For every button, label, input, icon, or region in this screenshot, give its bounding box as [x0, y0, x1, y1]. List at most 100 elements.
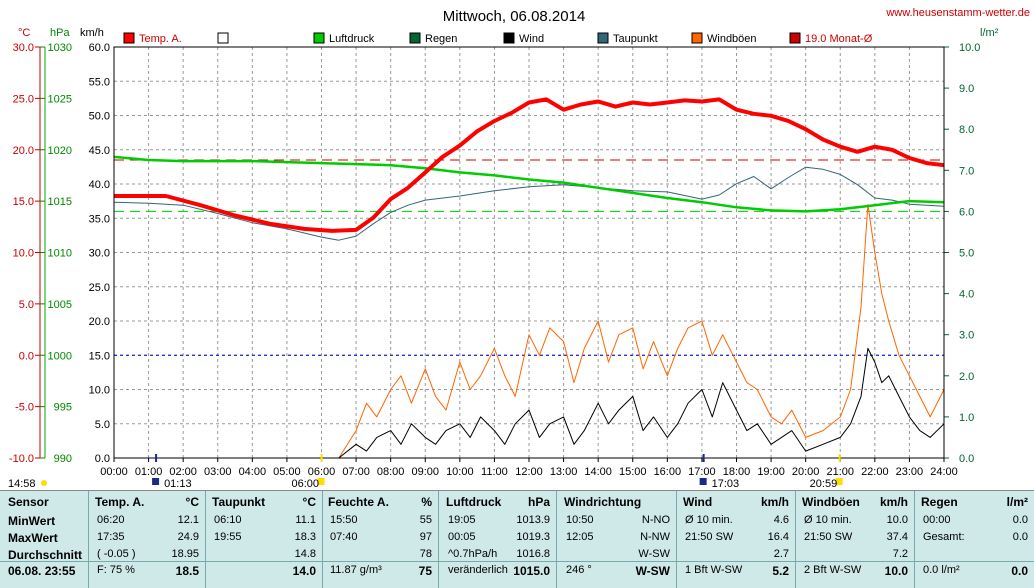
stats-cell-value: 18.3: [294, 531, 316, 543]
tick-label-temp: 0.0: [19, 350, 34, 362]
stats-cell-label: Ø 10 min.: [804, 514, 852, 526]
stats-header-gust: Windböen: [802, 495, 860, 509]
tick-label-time: 23:00: [896, 466, 924, 478]
sun-icon: [41, 480, 47, 486]
tick-label-speed: 25.0: [89, 282, 110, 294]
tick-label-speed: 45.0: [89, 145, 110, 157]
stats-cell-label: 15:50: [330, 514, 358, 526]
stats-cell-value: 1019.3: [516, 531, 550, 543]
stats-cell-label: 11.87 g/m³: [330, 564, 382, 576]
marker-prev-sunset-label: 14:58: [8, 478, 36, 490]
stats-cell-value: 1015.0: [513, 564, 550, 578]
tick-label-speed: 30.0: [89, 248, 110, 260]
stats-cell-value: 37.4: [886, 531, 908, 543]
stats-col-wind: Wind km/h Ø 10 min. 4.6 21:50 SW 16.4 2.7 1 Bft…: [677, 491, 796, 588]
stats-label-avg: Durchschnitt: [8, 548, 83, 562]
stats-cell-label: 0.0 l/m²: [923, 564, 960, 576]
legend-swatch: [691, 32, 703, 44]
tick-label-temp: 20.0: [13, 145, 34, 157]
tick-label-pressure: 1015: [48, 196, 72, 208]
legend-swatch: [409, 32, 421, 44]
tick-label-time: 03:00: [204, 466, 232, 478]
tick-label-temp: 30.0: [13, 42, 34, 54]
sunrise-icon: [317, 478, 325, 485]
tick-label-pressure: 1005: [48, 299, 72, 311]
tick-label-time: 09:00: [411, 466, 439, 478]
tick-label-temp: -10.0: [9, 453, 34, 465]
stats-cell-label: 2 Bft W-SW: [804, 564, 862, 576]
series-line-luftdruck: [113, 155, 945, 213]
stats-cell-value: N-NO: [641, 514, 670, 526]
legend: Temp. A. Luftdruck Regen Wind Taupunkt Windbö…: [123, 32, 873, 45]
tick-label-time: 12:00: [515, 466, 543, 478]
tick-label-speed: 20.0: [89, 316, 110, 328]
stats-cell-label: ( -0.05 ): [97, 548, 136, 560]
tick-label-time: 01:00: [135, 466, 163, 478]
stats-cell-value: 2.7: [773, 548, 789, 560]
tick-label-temp: 10.0: [13, 248, 34, 260]
tick-label-speed: 15.0: [89, 350, 110, 362]
tick-label-speed: 5.0: [95, 419, 110, 431]
tick-label-time: 17:00: [688, 466, 716, 478]
tick-label-time: 21:00: [826, 466, 854, 478]
stats-col-gust: Windböen km/h Ø 10 min. 10.0 21:50 SW 37.4 7.2…: [796, 491, 915, 588]
stats-label-min: MinWert: [8, 514, 56, 528]
legend-label: Luftdruck: [329, 33, 375, 45]
stats-cell-value: 12.1: [177, 514, 199, 526]
legend-swatch: [789, 32, 801, 44]
stats-cell-label: 12:05: [566, 531, 594, 543]
tick-label-speed: 60.0: [89, 42, 110, 54]
stats-unit-press: hPa: [527, 495, 550, 509]
stats-cell-value: 4.6: [773, 514, 789, 526]
sunset-icon: [835, 478, 843, 485]
tick-label-time: 15:00: [619, 466, 647, 478]
tick-label-time: 14:00: [584, 466, 612, 478]
stats-cell-value: 0.0: [1012, 514, 1028, 526]
series-line-windb-en: [114, 204, 945, 459]
stats-cell-label: 06:10: [214, 514, 242, 526]
stats-cell-label: veränderlich: [448, 564, 508, 576]
stats-cell-value: 75: [418, 564, 432, 578]
stats-unit-dew: °C: [302, 495, 316, 509]
stats-cell-value: 78: [419, 548, 432, 560]
stats-cell-label: 00:00: [923, 514, 951, 526]
stats-cell-label: 00:05: [448, 531, 476, 543]
stats-cell-value: 10.0: [886, 514, 908, 526]
moonrise-icon: [699, 478, 707, 485]
tick-label-time: 20:00: [792, 466, 820, 478]
grid: [114, 47, 944, 458]
tick-label-speed: 50.0: [89, 111, 110, 123]
legend-label: Taupunkt: [613, 33, 658, 45]
tick-label-time: 24:00: [930, 466, 958, 478]
stats-cell-value: 1013.9: [516, 514, 550, 526]
stats-label-max: MaxWert: [8, 531, 58, 545]
stats-header-dew: Taupunkt: [212, 495, 266, 509]
legend-label: 19.0 Monat-Ø: [805, 33, 873, 45]
stats-label-current: 06.08. 23:55: [8, 564, 76, 578]
stats-unit-wind: km/h: [760, 495, 789, 509]
tick-label-speed: 40.0: [89, 179, 110, 191]
tick-label-rain: 3.0: [959, 330, 974, 342]
plot-frame: [113, 46, 945, 459]
speed-unit: km/h: [80, 27, 104, 39]
tick-label-time: 11:00: [481, 466, 508, 478]
stats-cell-label: Gesamt:: [923, 531, 965, 543]
stats-cell-label: ^0.7hPa/h: [448, 548, 498, 560]
stats-cell-label: 19:05: [448, 514, 476, 526]
tick-label-time: 00:00: [100, 466, 128, 478]
astro-markers: 14:58 01:13 06:00 17:03 20:59: [8, 454, 843, 490]
tick-label-time: 16:00: [654, 466, 682, 478]
stats-cell-value: W-SW: [638, 548, 670, 560]
moonrise-icon-label: 17:03: [712, 478, 740, 490]
tick-label-pressure: 1020: [48, 145, 72, 157]
stats-cell-label: 19:55: [214, 531, 242, 543]
moonset-icon: [152, 478, 160, 485]
tick-label-speed: 0.0: [95, 453, 110, 465]
tick-label-rain: 0.0: [959, 453, 974, 465]
temp-unit: °C: [18, 27, 30, 39]
stats-col-sensor: Sensor MinWert MaxWert Durchschnitt 06.0…: [0, 491, 89, 588]
stats-cell-value: 5.2: [772, 564, 789, 578]
tick-label-pressure: 1010: [48, 248, 72, 260]
tick-label-rain: 4.0: [959, 289, 974, 301]
tick-label-temp: 5.0: [19, 299, 34, 311]
